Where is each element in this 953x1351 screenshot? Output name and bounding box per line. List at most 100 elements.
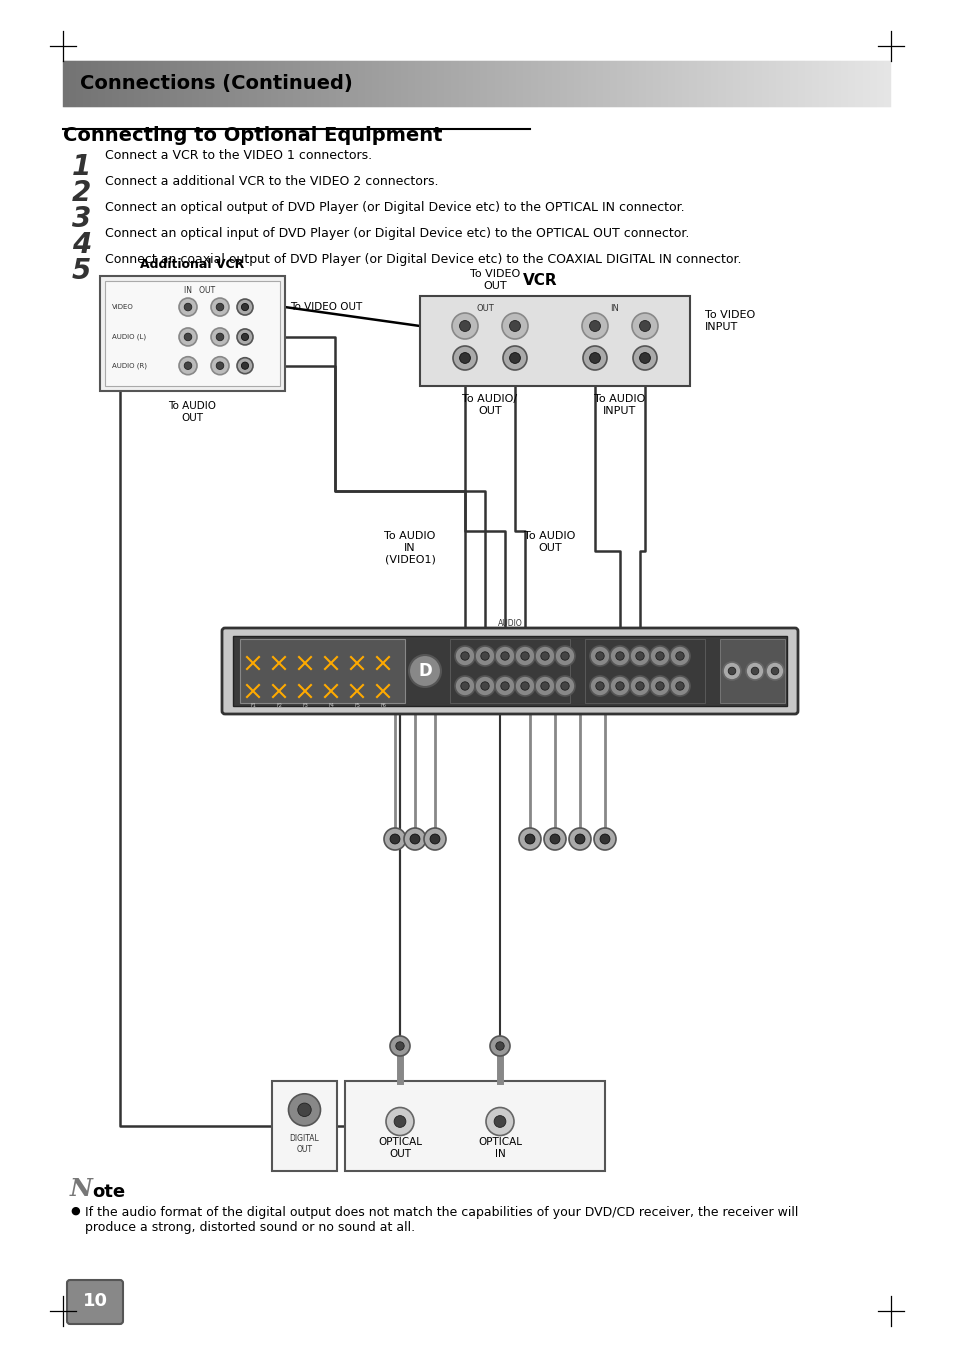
Text: F4: F4 (328, 703, 334, 708)
Circle shape (216, 334, 224, 340)
Circle shape (669, 676, 689, 696)
Text: Connect an coaxial output of DVD Player (or Digital Device etc) to the COAXIAL D: Connect an coaxial output of DVD Player … (105, 253, 740, 266)
Circle shape (179, 299, 196, 316)
Text: To AUDIO
OUT: To AUDIO OUT (524, 531, 575, 553)
Circle shape (589, 646, 609, 666)
Text: Connect an optical input of DVD Player (or Digital Device etc) to the OPTICAL OU: Connect an optical input of DVD Player (… (105, 227, 689, 240)
Circle shape (211, 357, 229, 374)
Circle shape (615, 682, 623, 690)
Circle shape (596, 682, 603, 690)
Circle shape (594, 828, 616, 850)
Text: Additional VCR: Additional VCR (140, 258, 244, 272)
Circle shape (241, 334, 249, 340)
Circle shape (535, 646, 555, 666)
Circle shape (500, 682, 509, 690)
Circle shape (655, 651, 663, 661)
Circle shape (394, 1116, 405, 1127)
Circle shape (216, 303, 224, 311)
Circle shape (750, 667, 758, 674)
Circle shape (540, 682, 549, 690)
Text: ote: ote (91, 1183, 125, 1201)
Circle shape (655, 682, 663, 690)
Circle shape (589, 353, 599, 363)
Text: 2: 2 (71, 178, 91, 207)
Text: F6: F6 (379, 703, 386, 708)
Text: If the audio format of the digital output does not match the capabilities of you: If the audio format of the digital outpu… (85, 1206, 798, 1233)
FancyBboxPatch shape (272, 1081, 336, 1171)
Circle shape (555, 676, 575, 696)
FancyBboxPatch shape (345, 1081, 604, 1171)
Circle shape (496, 1042, 504, 1050)
Circle shape (184, 334, 192, 340)
Circle shape (501, 313, 527, 339)
Circle shape (515, 676, 535, 696)
Circle shape (480, 651, 489, 661)
FancyBboxPatch shape (233, 636, 786, 707)
Circle shape (535, 676, 555, 696)
Circle shape (455, 676, 475, 696)
Circle shape (184, 362, 192, 369)
Circle shape (675, 682, 683, 690)
Circle shape (629, 676, 649, 696)
FancyBboxPatch shape (584, 639, 704, 703)
Text: AUDIO (R): AUDIO (R) (112, 362, 147, 369)
Circle shape (509, 320, 520, 331)
Text: Connect an optical output of DVD Player (or Digital Device etc) to the OPTICAL I: Connect an optical output of DVD Player … (105, 201, 684, 213)
Circle shape (560, 651, 569, 661)
Text: F2: F2 (275, 703, 282, 708)
Text: DIGITAL
OUT: DIGITAL OUT (290, 1135, 319, 1154)
Circle shape (236, 299, 253, 315)
Circle shape (211, 328, 229, 346)
FancyBboxPatch shape (67, 1279, 123, 1324)
Circle shape (589, 320, 599, 331)
Circle shape (452, 313, 477, 339)
Circle shape (540, 651, 549, 661)
Text: F5: F5 (354, 703, 359, 708)
FancyBboxPatch shape (105, 281, 280, 386)
Circle shape (211, 299, 229, 316)
Text: Connect a VCR to the VIDEO 1 connectors.: Connect a VCR to the VIDEO 1 connectors. (105, 149, 372, 162)
Circle shape (639, 320, 650, 331)
Circle shape (581, 313, 607, 339)
Circle shape (459, 320, 470, 331)
Circle shape (509, 353, 519, 363)
Text: Connecting to Optional Equipment: Connecting to Optional Equipment (63, 126, 442, 145)
Circle shape (179, 328, 196, 346)
Text: OPTICAL
OUT: OPTICAL OUT (377, 1138, 421, 1159)
Text: D: D (417, 662, 432, 680)
Circle shape (629, 646, 649, 666)
Text: VIDEO: VIDEO (112, 304, 133, 309)
Circle shape (555, 646, 575, 666)
Circle shape (423, 828, 446, 850)
Text: AUDIO: AUDIO (497, 619, 522, 628)
Circle shape (236, 328, 253, 345)
Circle shape (669, 646, 689, 666)
Circle shape (609, 646, 629, 666)
Circle shape (675, 651, 683, 661)
Circle shape (560, 682, 569, 690)
Circle shape (480, 682, 489, 690)
Circle shape (589, 676, 609, 696)
Circle shape (635, 682, 643, 690)
FancyBboxPatch shape (240, 639, 405, 703)
Circle shape (475, 676, 495, 696)
Text: ●: ● (70, 1206, 80, 1216)
Circle shape (500, 651, 509, 661)
FancyBboxPatch shape (450, 639, 569, 703)
Circle shape (633, 346, 657, 370)
Circle shape (520, 682, 529, 690)
Text: To AUDIO
IN
(VIDEO1): To AUDIO IN (VIDEO1) (384, 531, 436, 565)
Circle shape (515, 646, 535, 666)
Circle shape (631, 313, 658, 339)
Circle shape (475, 646, 495, 666)
Text: IN   OUT: IN OUT (184, 286, 215, 295)
Text: F1: F1 (250, 703, 255, 708)
FancyBboxPatch shape (100, 276, 285, 390)
Circle shape (184, 303, 192, 311)
Text: OPTICAL
IN: OPTICAL IN (477, 1138, 521, 1159)
Text: To VIDEO OUT: To VIDEO OUT (290, 303, 362, 312)
Circle shape (582, 346, 606, 370)
Text: 4: 4 (71, 231, 91, 259)
Circle shape (403, 828, 426, 850)
Text: To AUDIO
INPUT: To AUDIO INPUT (594, 394, 645, 416)
